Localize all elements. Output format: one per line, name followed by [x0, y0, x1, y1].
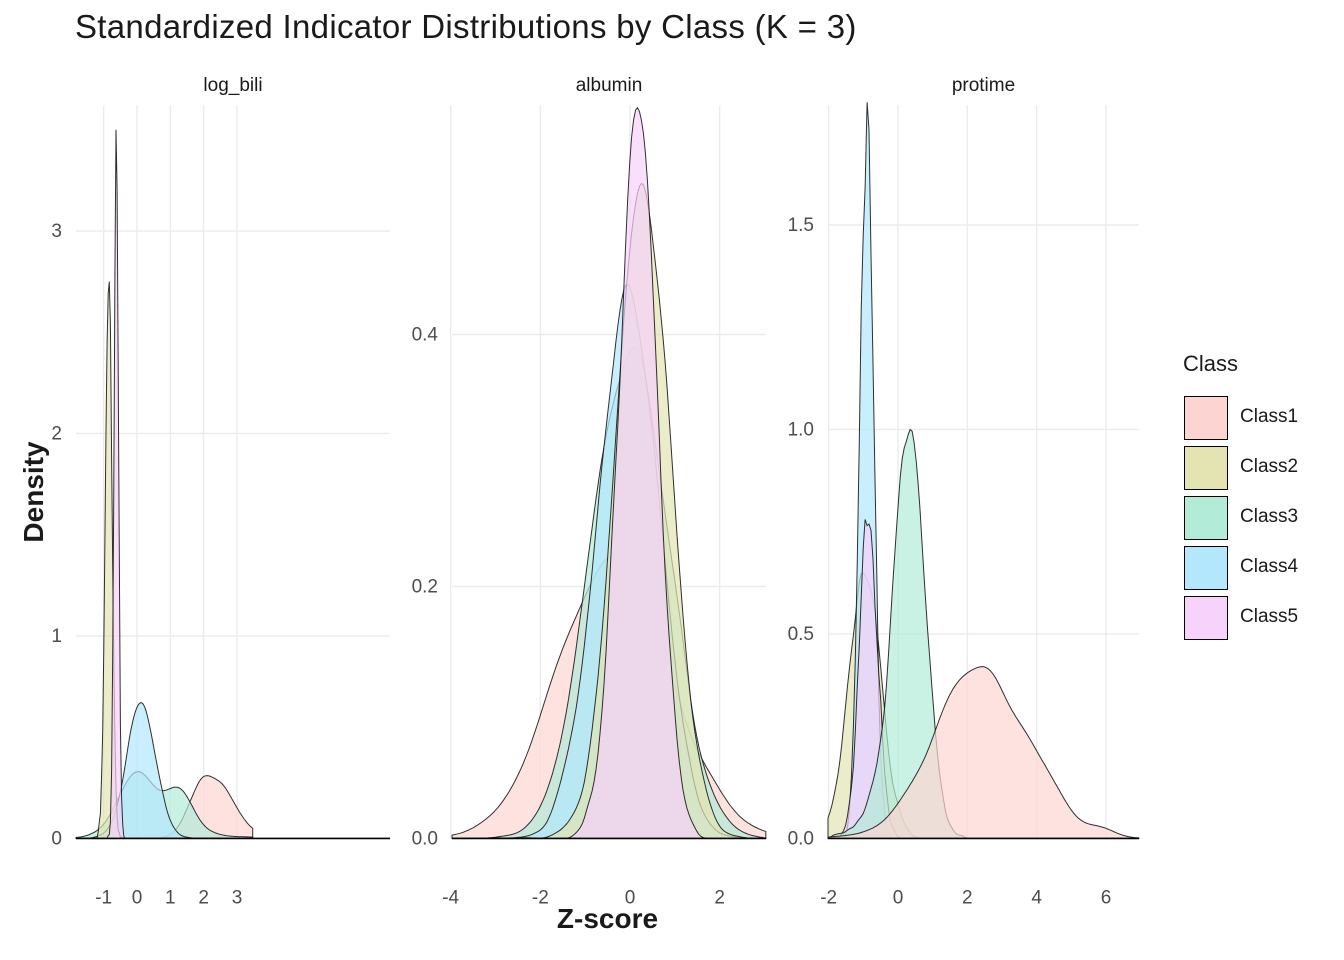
- svg-text:2: 2: [51, 423, 62, 444]
- svg-text:1: 1: [51, 626, 62, 647]
- svg-text:0.2: 0.2: [412, 576, 438, 597]
- svg-text:0.4: 0.4: [412, 325, 439, 346]
- svg-text:0.5: 0.5: [788, 624, 814, 645]
- svg-text:protime: protime: [952, 75, 1015, 96]
- svg-text:albumin: albumin: [576, 75, 643, 96]
- svg-text:1.0: 1.0: [788, 419, 814, 440]
- svg-text:log_bili: log_bili: [203, 75, 262, 96]
- svg-text:0.0: 0.0: [788, 828, 814, 849]
- svg-text:0: 0: [51, 828, 62, 849]
- svg-text:1.5: 1.5: [788, 215, 814, 236]
- svg-text:3: 3: [51, 221, 62, 242]
- svg-text:0.0: 0.0: [412, 828, 438, 849]
